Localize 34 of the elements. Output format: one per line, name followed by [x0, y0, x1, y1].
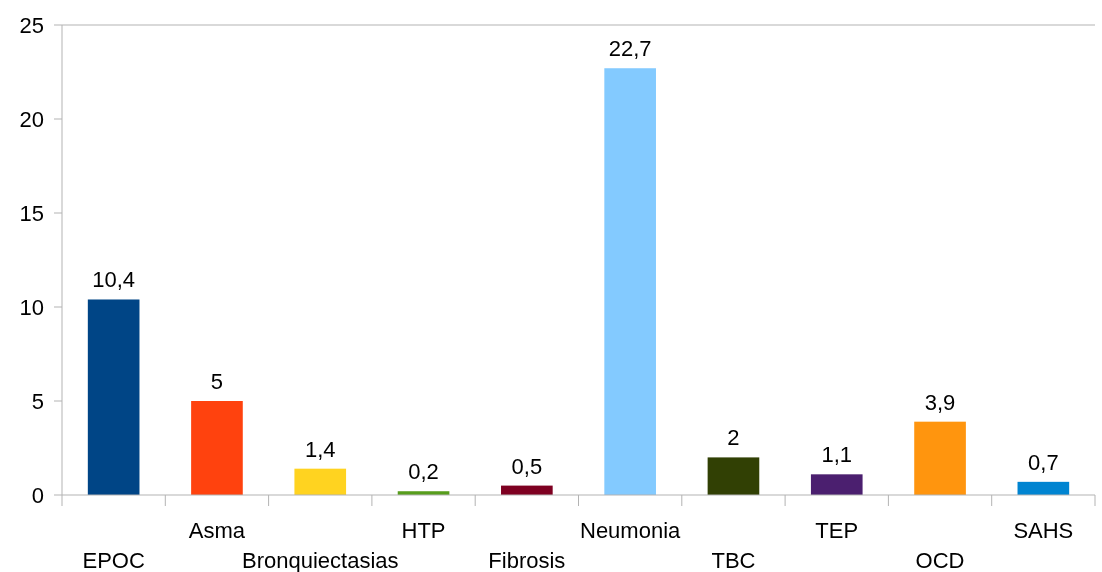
x-tick-label: Bronquiectasias — [241, 548, 399, 572]
data-label: 0,5 — [511, 453, 543, 479]
data-label: 1,4 — [304, 436, 336, 462]
bar — [810, 474, 863, 495]
y-tick-label: 5 — [31, 388, 44, 414]
bar — [87, 299, 140, 495]
bar — [707, 457, 760, 495]
data-label: 0,7 — [1028, 449, 1059, 475]
x-tick-label: Asma — [188, 518, 246, 543]
data-label: 0,2 — [408, 459, 439, 485]
x-tick-label: HTP — [401, 518, 446, 543]
x-tick-label: OCD — [915, 548, 965, 572]
data-label: 5 — [210, 369, 224, 394]
data-label: 22,7 — [608, 36, 652, 62]
bar — [191, 401, 243, 495]
bar — [914, 421, 966, 495]
bar — [1017, 481, 1070, 495]
bar — [294, 468, 347, 495]
data-label: 1,1 — [821, 442, 853, 468]
data-label: 2 — [727, 425, 740, 451]
data-label: 10,4 — [92, 267, 136, 293]
x-tick-label: TEP — [815, 518, 859, 543]
data-label: 3,9 — [924, 389, 956, 415]
y-tick-label: 15 — [19, 200, 44, 226]
y-tick-label: 0 — [31, 482, 44, 508]
y-tick-label: 10 — [19, 294, 44, 320]
x-tick-label: EPOC — [82, 548, 145, 572]
x-tick-label: SAHS — [1013, 518, 1074, 543]
y-tick-label: 25 — [19, 12, 44, 38]
x-tick-label: TBC — [711, 548, 756, 572]
x-tick-label: Fibrosis — [488, 548, 566, 572]
bar — [604, 68, 656, 495]
x-tick-label: Neumonia — [580, 518, 682, 543]
y-tick-label: 20 — [19, 106, 44, 132]
